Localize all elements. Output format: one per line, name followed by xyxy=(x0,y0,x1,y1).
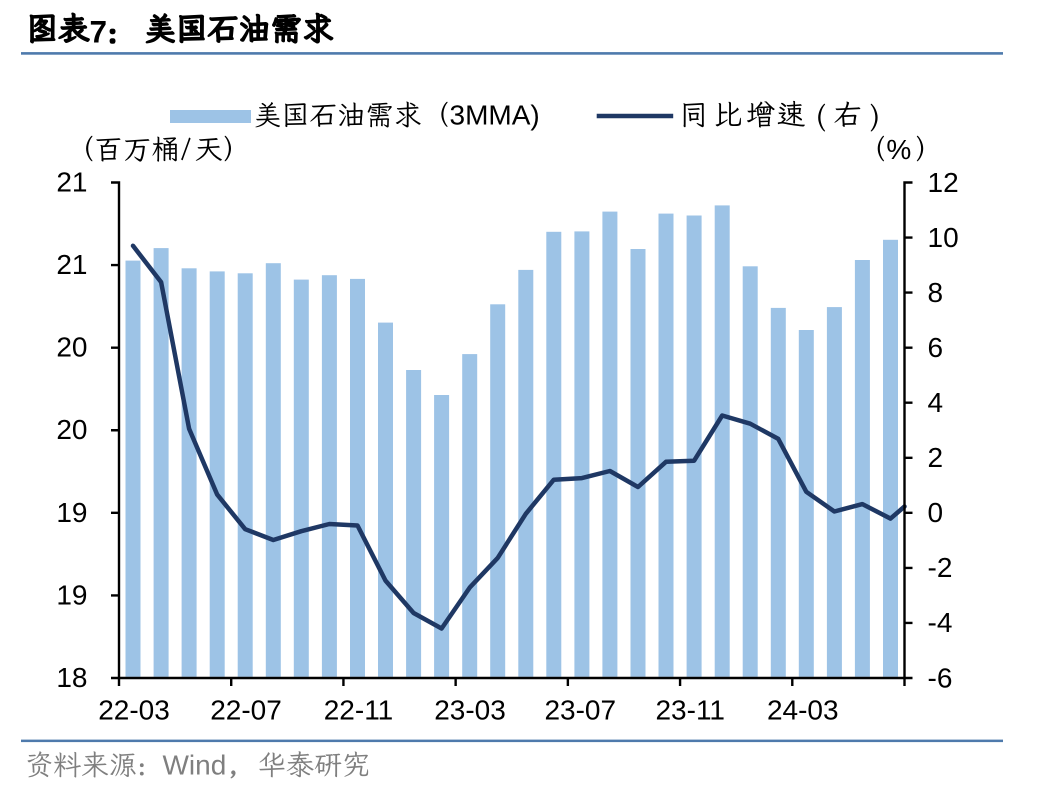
svg-text:2: 2 xyxy=(928,442,944,473)
svg-text:20: 20 xyxy=(56,414,87,445)
svg-text:-4: -4 xyxy=(928,607,953,638)
svg-text:Wind: Wind xyxy=(163,750,227,781)
svg-text:8: 8 xyxy=(928,277,944,308)
svg-text:24-03: 24-03 xyxy=(767,695,839,726)
svg-text:20: 20 xyxy=(56,332,87,363)
svg-text:23-07: 23-07 xyxy=(544,695,616,726)
svg-text:%: % xyxy=(886,134,911,165)
svg-text:23-03: 23-03 xyxy=(434,695,506,726)
svg-text:-2: -2 xyxy=(928,552,953,583)
svg-text:19: 19 xyxy=(56,579,87,610)
svg-text:19: 19 xyxy=(56,497,87,528)
svg-text:6: 6 xyxy=(928,332,944,363)
svg-text:4: 4 xyxy=(928,387,944,418)
svg-text:22-11: 22-11 xyxy=(324,695,394,726)
svg-text:12: 12 xyxy=(928,167,959,198)
svg-text:21: 21 xyxy=(56,249,87,280)
svg-text:22-03: 22-03 xyxy=(98,695,170,726)
svg-text:10: 10 xyxy=(928,222,959,253)
svg-text:-6: -6 xyxy=(928,662,953,693)
svg-text:23-11: 23-11 xyxy=(655,695,725,726)
svg-text:3MMA): 3MMA) xyxy=(450,100,540,131)
svg-text:18: 18 xyxy=(56,662,87,693)
svg-text:22-07: 22-07 xyxy=(210,695,282,726)
svg-text:21: 21 xyxy=(56,167,87,198)
svg-text:0: 0 xyxy=(928,497,944,528)
svg-text:7: 7 xyxy=(90,14,108,50)
